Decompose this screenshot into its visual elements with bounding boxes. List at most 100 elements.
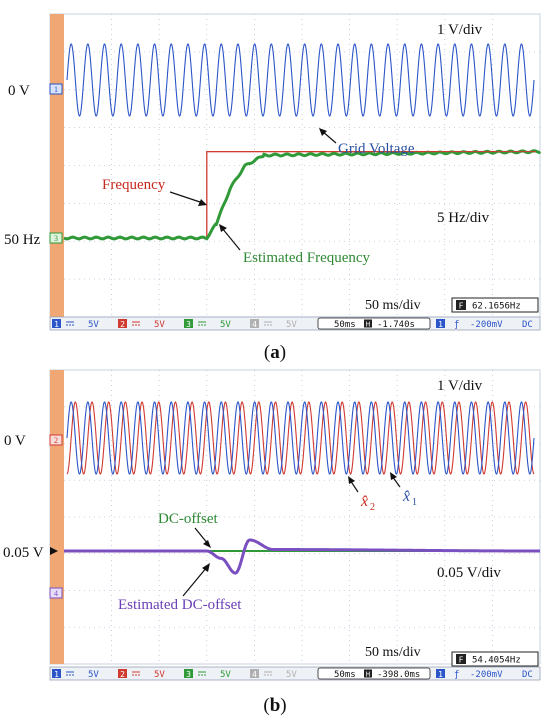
status-ch1-badge bbox=[52, 319, 61, 328]
freq-readout-b: F 54.4054Hz bbox=[451, 651, 539, 667]
svg-text:4: 4 bbox=[54, 589, 58, 598]
dc-ref-label-b: 0.05 V bbox=[3, 545, 44, 561]
status-h-letter: H bbox=[366, 321, 370, 329]
arrow-grid-voltage bbox=[319, 128, 337, 144]
series-x1 bbox=[66, 401, 535, 475]
status-ch3-number: 3 bbox=[186, 320, 191, 329]
status-ch3-badge bbox=[184, 669, 193, 678]
series-grid-voltage bbox=[66, 43, 535, 117]
left-strip-b bbox=[50, 370, 64, 664]
svg-text:3: 3 bbox=[54, 234, 58, 243]
status-ch3-number: 3 bbox=[186, 670, 191, 679]
annot-frequency: Frequency bbox=[102, 177, 166, 193]
status-timebase-box bbox=[317, 667, 431, 680]
traces-a bbox=[63, 43, 542, 241]
ch2-marker-b: 2 bbox=[49, 434, 63, 446]
status-ch3-badge bbox=[184, 319, 193, 328]
time-div-a: 50 ms/div bbox=[365, 298, 421, 313]
arrow-x2 bbox=[348, 476, 359, 493]
status-timebase: 50ms bbox=[334, 670, 356, 680]
freq-readout-a: F 62.1656Hz bbox=[451, 297, 539, 313]
freq-ref-label-a: 50 Hz bbox=[4, 232, 41, 248]
ch3-marker-a: 3 bbox=[49, 232, 63, 244]
status-hpos: -1.740s bbox=[377, 320, 415, 330]
time-div-b: 50 ms/div bbox=[365, 645, 421, 660]
status-ch2-number: 2 bbox=[120, 670, 125, 679]
annot-dc-offset: DC-offset bbox=[158, 511, 219, 527]
svg-text:F: F bbox=[459, 656, 464, 665]
status-h-letter: H bbox=[366, 671, 370, 679]
ch2-ref-label-b: 0 V bbox=[4, 433, 26, 449]
panel-a: 1 3 0 V 50 Hz 1 V/div 5 Hz/div 50 ms/div… bbox=[4, 13, 542, 363]
status-bar-b: 1 5V 2 5V 3 5V 4 5V 50ms H -398.0ms 1 ƒ -200mV DC bbox=[49, 666, 541, 681]
status-ch4-value: 5V bbox=[286, 670, 297, 680]
status-trig-slope: ƒ bbox=[454, 670, 459, 680]
series-estimated-dc-offset bbox=[64, 538, 540, 575]
status-timebase: 50ms bbox=[334, 320, 356, 330]
svg-text:2: 2 bbox=[54, 436, 58, 445]
status-h-badge bbox=[364, 669, 372, 678]
status-trig-badge bbox=[436, 669, 445, 678]
caption-a: (a) bbox=[264, 342, 286, 363]
status-ch3-value: 5V bbox=[220, 320, 231, 330]
arrow-frequency bbox=[169, 191, 207, 206]
status-ch4-badge bbox=[250, 319, 259, 328]
svg-text:2: 2 bbox=[370, 502, 375, 513]
status-ch4-value: 5V bbox=[286, 320, 297, 330]
annot-estimated-frequency: Estimated Frequency bbox=[243, 250, 371, 266]
annot-x2: x̂ 2 bbox=[360, 493, 375, 513]
scale-bottom-b: 0.05 V/div bbox=[437, 565, 501, 581]
scale-bottom-a: 5 Hz/div bbox=[437, 210, 490, 226]
status-hpos: -398.0ms bbox=[377, 670, 420, 680]
status-ch2-number: 2 bbox=[120, 320, 125, 329]
status-coupling: DC bbox=[522, 320, 533, 330]
status-ch2-badge bbox=[118, 669, 127, 678]
status-ch1-value: 5V bbox=[88, 320, 99, 330]
ch1-marker-a: 1 bbox=[49, 83, 63, 95]
arrow-dc-offset bbox=[194, 527, 211, 548]
arrow-estimated-frequency bbox=[219, 224, 241, 251]
status-ch4-badge bbox=[250, 669, 259, 678]
annot-grid-voltage: Grid Voltage bbox=[338, 141, 415, 157]
arrow-x1 bbox=[390, 472, 401, 488]
status-ch4-number: 4 bbox=[252, 320, 257, 329]
ch1-ref-label-a: 0 V bbox=[8, 83, 30, 99]
svg-text:1: 1 bbox=[54, 85, 58, 94]
status-trig-number: 1 bbox=[438, 670, 443, 679]
caption-b: (b) bbox=[263, 695, 286, 716]
status-trig-number: 1 bbox=[438, 320, 443, 329]
status-trig-slope: ƒ bbox=[454, 320, 459, 330]
traces-b bbox=[64, 401, 540, 575]
series-estimated-frequency bbox=[63, 149, 542, 241]
status-ch2-value: 5V bbox=[154, 320, 165, 330]
status-trig-badge bbox=[436, 319, 445, 328]
svg-text:x̂: x̂ bbox=[360, 493, 368, 510]
status-ch1-badge bbox=[52, 669, 61, 678]
ch4-marker-b: 4 bbox=[49, 587, 63, 599]
svg-text:1: 1 bbox=[412, 497, 417, 508]
panel-b: 2 4 0 V 0.05 V 1 V/div 0.05 V/div 50 ms/… bbox=[3, 369, 541, 716]
status-timebase-box bbox=[317, 317, 431, 330]
status-ch1-value: 5V bbox=[88, 670, 99, 680]
svg-text:54.4054Hz: 54.4054Hz bbox=[472, 656, 521, 666]
grid-b bbox=[64, 370, 540, 664]
status-coupling: DC bbox=[522, 670, 533, 680]
status-trig-level: -200mV bbox=[470, 670, 503, 680]
status-ch2-badge bbox=[118, 319, 127, 328]
arrow-estimated-dc-offset bbox=[182, 563, 210, 597]
status-bar-a: 1 5V 2 5V 3 5V 4 5V 50ms H -1.740s 1 ƒ -200mV DC bbox=[49, 316, 541, 331]
status-trig-level: -200mV bbox=[470, 320, 503, 330]
left-strip-a bbox=[50, 14, 64, 317]
status-ch4-number: 4 bbox=[252, 670, 257, 679]
ref-arrow-b bbox=[50, 547, 58, 555]
status-ch1-number: 1 bbox=[54, 670, 59, 679]
status-h-badge bbox=[364, 319, 372, 328]
annot-x1: x̂ 1 bbox=[402, 488, 417, 508]
scale-top-a: 1 V/div bbox=[437, 22, 483, 38]
annot-estimated-dc-offset: Estimated DC-offset bbox=[118, 597, 242, 613]
svg-text:F: F bbox=[459, 302, 464, 311]
svg-text:62.1656Hz: 62.1656Hz bbox=[472, 302, 521, 312]
scale-top-b: 1 V/div bbox=[437, 378, 483, 394]
status-ch3-value: 5V bbox=[220, 670, 231, 680]
